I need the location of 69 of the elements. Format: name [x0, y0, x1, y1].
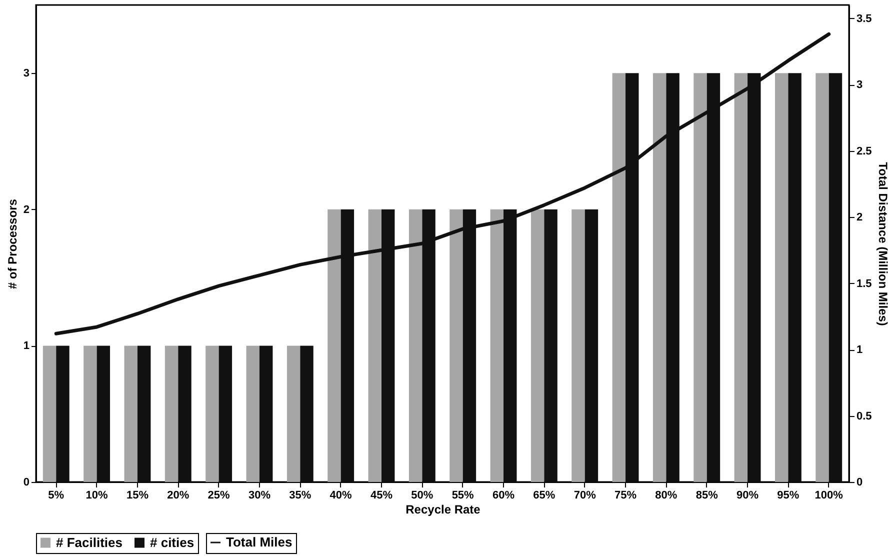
- x-tick-label: 20%: [167, 490, 190, 502]
- bar: [42, 346, 56, 482]
- x-tick-label: 75%: [614, 490, 637, 502]
- bar: [694, 73, 707, 482]
- y2-tick-label: 3.5: [856, 12, 872, 25]
- x-tick-label: 30%: [248, 490, 271, 502]
- x-tick-label: 95%: [777, 490, 800, 502]
- legend-label: # cities: [150, 534, 194, 550]
- y-tick-label: 3: [23, 68, 30, 80]
- bar: [774, 73, 788, 482]
- bar: [206, 346, 219, 482]
- x-tick-label: 60%: [492, 490, 515, 502]
- x-tick-label: 70%: [574, 490, 596, 502]
- x-tick-label: 40%: [330, 490, 352, 502]
- x-tick-label: 55%: [452, 490, 474, 502]
- y-tick-label: 1: [23, 340, 30, 352]
- x-tick-label: 65%: [533, 490, 556, 502]
- bar: [572, 209, 585, 482]
- bar: [218, 346, 232, 482]
- bar: [816, 73, 829, 482]
- legend-label: Total Miles: [226, 534, 292, 550]
- y2-tick-label: 2: [856, 212, 863, 224]
- x-axis-title: Recycle Rate: [406, 502, 481, 516]
- y2-tick-label: 1: [856, 344, 863, 356]
- bar: [137, 346, 151, 482]
- x-tick-label: 15%: [126, 490, 149, 502]
- x-tick-label: 45%: [370, 490, 393, 502]
- x-tick-label: 10%: [86, 490, 108, 502]
- bar: [490, 209, 504, 482]
- bar: [246, 346, 260, 482]
- x-tick-label: 100%: [814, 490, 844, 502]
- x-tick-label: 80%: [655, 490, 678, 502]
- bar: [124, 346, 138, 482]
- bar: [368, 209, 382, 482]
- y-tick-label: 2: [23, 204, 30, 216]
- x-tick-label: 85%: [696, 490, 718, 502]
- y-tick-label: 0: [23, 476, 30, 488]
- bar: [788, 73, 802, 482]
- x-tick-label: 25%: [208, 490, 230, 502]
- x-tick-label: 5%: [48, 490, 64, 502]
- x-tick-label: 35%: [289, 490, 312, 502]
- bar: [328, 209, 341, 482]
- bar: [96, 346, 110, 482]
- y-axis-title: # of Processors: [5, 198, 20, 290]
- x-tick-label: 50%: [411, 490, 434, 502]
- y2-tick-label: 3: [856, 79, 863, 91]
- y2-tick-label: 1.5: [856, 278, 872, 290]
- x-tick-label: 90%: [736, 490, 759, 502]
- bar: [544, 209, 558, 482]
- bar: [584, 209, 598, 482]
- bar: [652, 73, 666, 482]
- y2-tick-label: 2.5: [856, 145, 872, 158]
- bar: [286, 346, 300, 482]
- legend-label: # Facilities: [56, 534, 122, 550]
- bar: [56, 346, 70, 482]
- bar: [450, 209, 463, 482]
- bar: [612, 73, 626, 482]
- y2-axis-title: Total Distance (Million Miles): [876, 162, 890, 326]
- bar: [734, 73, 748, 482]
- bar: [530, 209, 544, 482]
- bar: [828, 73, 842, 482]
- y2-tick-label: 0: [856, 476, 863, 488]
- bar: [84, 346, 97, 482]
- bar: [164, 346, 178, 482]
- bar: [408, 209, 422, 482]
- bar: [178, 346, 192, 482]
- bar: [300, 346, 314, 482]
- bar: [259, 346, 273, 482]
- y2-tick-label: 0.5: [856, 410, 872, 422]
